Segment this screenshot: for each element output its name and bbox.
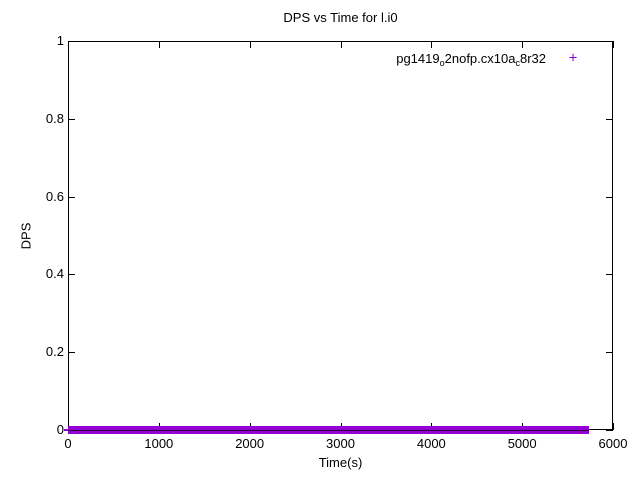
x-tick-top (613, 41, 614, 48)
x-tick-top (340, 41, 342, 48)
chart-title: DPS vs Time for l.i0 (283, 10, 398, 25)
y-tick-right (606, 41, 613, 42)
plot-frame (68, 41, 613, 430)
x-axis-line (68, 430, 589, 431)
y-tick-right (606, 352, 613, 354)
y-tick-label: 0.4 (45, 266, 64, 282)
x-tick-label: 0 (64, 436, 72, 451)
y-tick-left (68, 118, 75, 120)
x-tick-label: 4000 (416, 436, 446, 451)
x-tick-label: 3000 (326, 436, 355, 451)
legend-label-part: 2nofp.cx10a (444, 51, 516, 66)
y-tick-label: 1 (56, 33, 64, 48)
x-tick-label: 5000 (507, 436, 537, 451)
x-tick-label: 6000 (598, 436, 628, 451)
y-tick-label: 0.2 (45, 344, 64, 360)
y-tick-left (68, 41, 75, 42)
x-tick-bottom (613, 423, 614, 430)
y-tick-right (606, 274, 613, 276)
legend-label-subscript: o (439, 58, 445, 68)
y-tick-right (606, 196, 613, 198)
y-tick-left (68, 274, 75, 276)
y-axis-title: DPS (18, 222, 34, 250)
legend-label-subscript: c (515, 58, 520, 68)
x-tick-top (522, 41, 524, 48)
y-tick-label: 0.8 (45, 110, 64, 126)
x-tick-label: 1000 (144, 436, 174, 451)
x-tick-label: 2000 (235, 436, 265, 451)
y-tick-left (68, 352, 75, 354)
x-tick-top (431, 41, 433, 48)
y-tick-label: 0.6 (45, 188, 64, 204)
y-tick-left (68, 196, 75, 198)
legend-label-part: pg1419 (396, 51, 440, 66)
legend-plus-marker: + (568, 49, 578, 67)
y-tick-label: 0 (56, 422, 64, 437)
data-series-band (64, 426, 589, 434)
y-tick-right (606, 430, 613, 431)
x-axis-title: Time(s) (318, 455, 363, 470)
x-tick-top (68, 41, 69, 48)
y-tick-right (606, 118, 613, 120)
x-tick-top (249, 41, 251, 48)
data-series-band-left-stub (64, 429, 68, 431)
legend-label: pg1419o2nofp.cx10ac8r32 (396, 51, 546, 68)
x-tick-top (158, 41, 160, 48)
legend-label-part: 8r32 (519, 51, 546, 66)
